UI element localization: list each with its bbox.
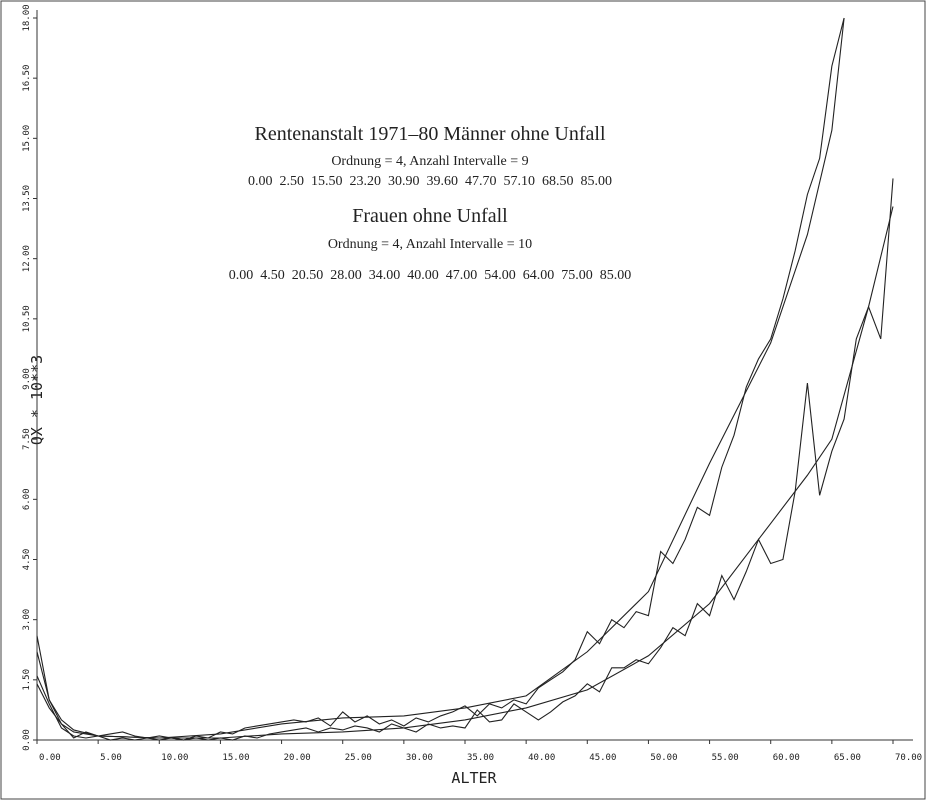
x-tick-label: 45.00 — [589, 753, 616, 763]
series-line — [36, 178, 894, 741]
annotation: Frauen ohne Unfall — [352, 205, 508, 227]
y-tick-label: 4.50 — [22, 549, 32, 571]
annotation: Ordnung = 4, Anzahl Intervalle = 9 — [331, 154, 528, 169]
y-tick-label: 0.00 — [22, 729, 32, 751]
annotation: 0.00 2.50 15.50 23.20 30.90 39.60 47.70 … — [248, 174, 612, 189]
y-tick-label: 6.00 — [22, 488, 32, 510]
x-tick-label: 30.00 — [406, 753, 433, 763]
x-tick-label: 65.00 — [834, 753, 861, 763]
annotation: Rentenanstalt 1971–80 Männer ohne Unfall — [254, 123, 605, 145]
x-tick-label: 25.00 — [345, 753, 372, 763]
series-line — [36, 206, 894, 739]
annotation: 0.00 4.50 20.50 28.00 34.00 40.00 47.00 … — [229, 268, 632, 283]
y-tick-label: 1.50 — [22, 669, 32, 691]
x-tick-label: 35.00 — [467, 753, 494, 763]
y-tick-label: 13.50 — [22, 185, 32, 212]
x-tick-label: 5.00 — [100, 753, 122, 763]
x-axis-label: ALTER — [451, 769, 497, 787]
y-tick-label: 16.50 — [22, 65, 32, 92]
x-tick-label: 55.00 — [712, 753, 739, 763]
y-tick-label: 3.00 — [22, 609, 32, 631]
series-line — [36, 17, 845, 739]
y-tick-label: 15.00 — [22, 125, 32, 152]
y-tick-label: 12.00 — [22, 245, 32, 272]
x-tick-label: 0.00 — [39, 753, 61, 763]
x-tick-label: 40.00 — [528, 753, 555, 763]
x-tick-label: 60.00 — [773, 753, 800, 763]
y-tick-label: 7.50 — [22, 428, 32, 450]
x-tick-label: 50.00 — [650, 753, 677, 763]
x-tick-label: 70.00 — [895, 753, 922, 763]
y-tick-label: 18.00 — [22, 4, 32, 31]
x-tick-label: 20.00 — [284, 753, 311, 763]
y-tick-label: 9.00 — [22, 368, 32, 390]
annotation: Ordnung = 4, Anzahl Intervalle = 10 — [328, 237, 532, 252]
y-tick-label: 10.50 — [22, 305, 32, 332]
x-tick-label: 10.00 — [161, 753, 188, 763]
x-tick-label: 15.00 — [222, 753, 249, 763]
